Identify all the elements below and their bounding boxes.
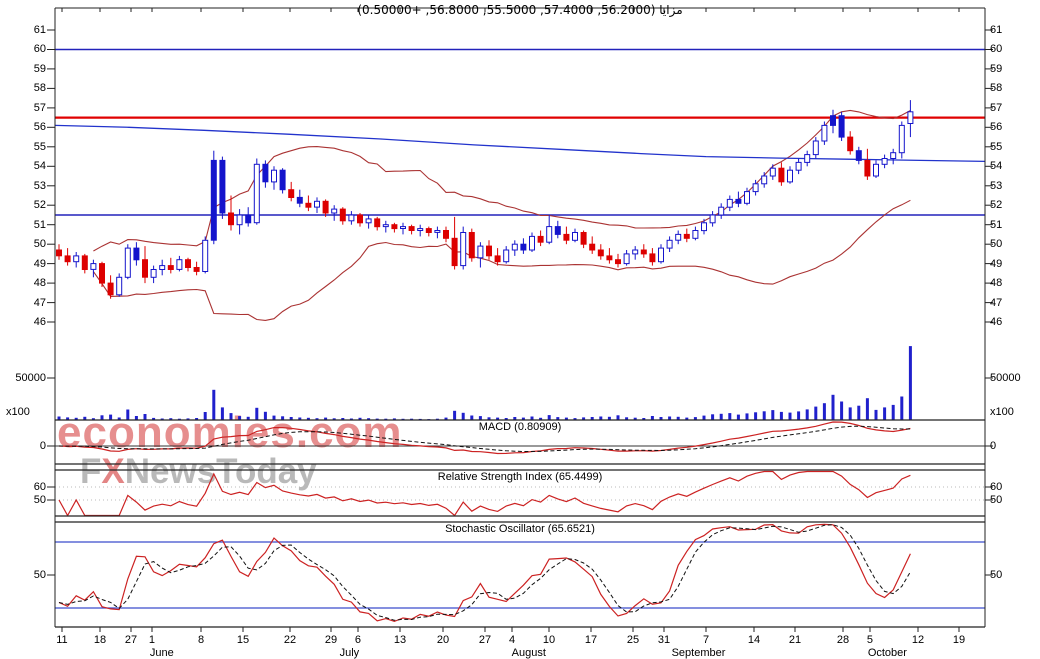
price-axis-label-left: 46 <box>33 316 46 329</box>
price-axis-label-left: 57 <box>33 101 46 114</box>
price-axis-label-left: 51 <box>33 218 46 231</box>
price-axis-label-right: 50 <box>990 238 1003 251</box>
date-axis-label: 28 <box>836 634 850 646</box>
price-axis-label-left: 54 <box>33 160 46 173</box>
price-axis-label-left: 60 <box>33 43 46 56</box>
date-axis-label: 19 <box>952 634 966 646</box>
price-axis-label-right: 54 <box>990 160 1003 173</box>
price-axis-label-left: 47 <box>33 296 46 309</box>
date-axis-label: 22 <box>283 634 297 646</box>
watermark-site: FXNewsToday <box>80 452 317 492</box>
price-axis-label-right: 57 <box>990 101 1003 114</box>
price-axis-label-left: 53 <box>33 179 46 192</box>
date-axis-label: 17 <box>584 634 598 646</box>
macd-axis-label-right: 0 <box>990 440 997 452</box>
volume-axis-label-left: 50000 <box>15 372 46 384</box>
rsi-axis-label-right: 50 <box>990 494 1003 506</box>
date-axis-label: 13 <box>393 634 407 646</box>
price-axis-label-right: 51 <box>990 218 1003 231</box>
price-axis-label-left: 58 <box>33 82 46 95</box>
price-axis-label-right: 56 <box>990 121 1003 134</box>
date-axis-label: 15 <box>236 634 250 646</box>
stoch-axis-label-left: 50 <box>33 569 46 581</box>
price-axis-label-right: 48 <box>990 277 1003 290</box>
rsi-panel-title: Relative Strength Index (65.4499) <box>437 471 603 483</box>
macd-axis-label-left: 0 <box>39 440 46 452</box>
date-axis-label: 27 <box>124 634 138 646</box>
date-axis-label: 10 <box>542 634 556 646</box>
date-axis-label: 4 <box>508 634 516 646</box>
month-axis-label: October <box>867 647 907 659</box>
volume-unit-label-right: x100 <box>990 406 1014 418</box>
volume-unit-label-left: x100 <box>6 406 30 418</box>
month-axis-label: September <box>671 647 726 659</box>
date-axis-label: 25 <box>626 634 640 646</box>
month-axis-label: July <box>339 647 360 659</box>
price-axis-label-right: 60 <box>990 43 1003 56</box>
price-axis-label-left: 50 <box>33 238 46 251</box>
chart-title: مزايا (56.2000, 57.4000, 55.5000, 56.800… <box>357 3 683 17</box>
month-axis-label: June <box>149 647 174 659</box>
watermark-site-f: F <box>80 452 102 491</box>
macd-panel-title: MACD (0.80909) <box>478 421 562 433</box>
stoch-axis-label-right: 50 <box>990 569 1003 581</box>
price-axis-label-right: 58 <box>990 82 1003 95</box>
price-axis-label-left: 59 <box>33 62 46 75</box>
date-axis-label: 31 <box>657 634 671 646</box>
watermark-site-rest: NewsToday <box>124 452 317 491</box>
price-axis-label-right: 47 <box>990 296 1003 309</box>
price-axis-label-right: 59 <box>990 62 1003 75</box>
date-axis-label: 11 <box>56 634 68 646</box>
price-axis-label-left: 52 <box>33 199 46 212</box>
date-axis-label: 5 <box>866 634 874 646</box>
rsi-axis-label-right: 60 <box>990 481 1003 493</box>
price-axis-label-right: 46 <box>990 316 1003 329</box>
date-axis-label: 8 <box>197 634 205 646</box>
price-axis-label-right: 52 <box>990 199 1003 212</box>
rsi-axis-label-left: 50 <box>33 494 46 506</box>
date-axis-label: 29 <box>324 634 338 646</box>
watermark-site-x-icon: X <box>101 452 125 491</box>
date-axis-label: 1 <box>148 634 156 646</box>
date-axis-label: 27 <box>478 634 492 646</box>
rsi-axis-label-left: 60 <box>33 481 46 493</box>
date-axis-label: 20 <box>436 634 450 646</box>
price-axis-label-left: 48 <box>33 277 46 290</box>
price-axis-label-left: 56 <box>33 121 46 134</box>
date-axis-label: 6 <box>354 634 362 646</box>
date-axis-label: 7 <box>702 634 710 646</box>
date-axis-label: 21 <box>788 634 802 646</box>
date-axis-label: 12 <box>911 634 925 646</box>
watermark-brand: economies.com <box>57 408 403 457</box>
date-axis-label: 18 <box>93 634 107 646</box>
price-axis-label-right: 53 <box>990 179 1003 192</box>
price-axis-label-right: 55 <box>990 140 1003 153</box>
price-axis-label-left: 55 <box>33 140 46 153</box>
stoch-panel-title: Stochastic Oscillator (65.6521) <box>445 523 595 535</box>
date-axis-label: 14 <box>747 634 761 646</box>
volume-axis-label-right: 50000 <box>990 372 1021 384</box>
month-axis-label: August <box>511 647 546 659</box>
price-axis-label-right: 49 <box>990 257 1003 270</box>
price-axis-label-right: 61 <box>990 24 1003 36</box>
price-axis-label-left: 49 <box>33 257 46 270</box>
price-axis-label-left: 61 <box>33 24 46 36</box>
